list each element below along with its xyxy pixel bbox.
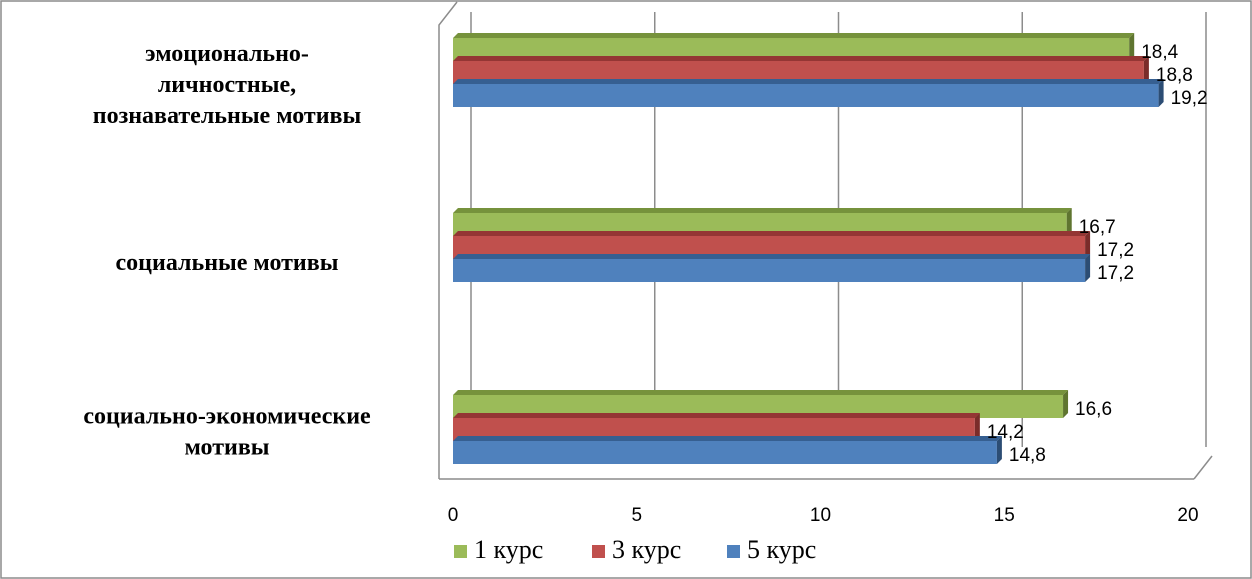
legend-item: 1 курс xyxy=(454,535,543,564)
bar-top-face xyxy=(453,79,1164,84)
bar xyxy=(453,208,1072,236)
legend-label: 1 курс xyxy=(474,535,543,564)
bar-top-face xyxy=(453,413,980,418)
data-label: 14,2 xyxy=(987,422,1024,443)
bar-front-face xyxy=(453,259,1086,282)
legend-label: 5 курс xyxy=(747,535,816,564)
data-label: 18,8 xyxy=(1156,65,1193,86)
data-labels: 16,6 16,7 18,4 14,2 17,2 18,8 14,8 17,2 19,2 xyxy=(987,42,1208,466)
bar-side-face xyxy=(974,413,980,441)
bar-side-face xyxy=(1158,79,1164,107)
side-wall xyxy=(438,1,458,479)
x-tick-label: 0 xyxy=(448,505,459,526)
category-label: мотивы xyxy=(184,435,269,461)
data-label: 19,2 xyxy=(1171,88,1208,109)
bar-front-face xyxy=(453,38,1130,61)
data-label: 14,8 xyxy=(1009,445,1046,466)
bar-front-face xyxy=(453,84,1159,107)
bar-top-face xyxy=(453,208,1072,213)
x-tick-label: 15 xyxy=(994,505,1015,526)
x-tick-label: 5 xyxy=(631,505,642,526)
floor-right-edge xyxy=(1193,455,1213,480)
category-labels: социально-экономические мотивы социальные … xyxy=(83,41,371,461)
plot-walls xyxy=(438,1,1213,480)
bar-front-face xyxy=(453,441,997,464)
bar xyxy=(453,390,1069,418)
legend-swatch xyxy=(592,545,605,558)
bar-front-face xyxy=(453,236,1086,259)
x-tick-label: 10 xyxy=(810,505,831,526)
bar-side-face xyxy=(1066,208,1072,236)
bar xyxy=(453,436,1002,464)
bar-top-face xyxy=(453,254,1091,259)
legend-swatch xyxy=(454,545,467,558)
bar xyxy=(453,56,1149,84)
bar xyxy=(453,413,980,441)
legend-label: 3 курс xyxy=(612,535,681,564)
legend-item: 3 курс xyxy=(592,535,681,564)
bar xyxy=(453,254,1091,282)
bar-side-face xyxy=(1085,231,1091,259)
data-label: 17,2 xyxy=(1097,263,1134,284)
bar-side-face xyxy=(1129,33,1135,61)
legend-item: 5 курс xyxy=(727,535,816,564)
bar-side-face xyxy=(1063,390,1069,418)
bar-top-face xyxy=(453,231,1091,236)
bar-front-face xyxy=(453,395,1064,418)
bar-top-face xyxy=(453,33,1135,38)
bar-top-face xyxy=(453,436,1002,441)
bar-side-face xyxy=(1085,254,1091,282)
category-label: социально-экономические xyxy=(83,404,371,430)
category-label: личностные, xyxy=(158,72,296,98)
bar xyxy=(453,33,1135,61)
data-label: 18,4 xyxy=(1141,42,1178,63)
bar-front-face xyxy=(453,61,1144,84)
bar-front-face xyxy=(453,418,975,441)
bar-side-face xyxy=(1143,56,1149,84)
x-tick-labels: 0 5 10 15 20 xyxy=(448,505,1199,526)
legend: 1 курс 3 курс 5 курс xyxy=(454,535,816,564)
data-label: 17,2 xyxy=(1097,240,1134,261)
bar xyxy=(453,79,1164,107)
category-label: эмоционально- xyxy=(145,41,309,67)
bar-front-face xyxy=(453,213,1067,236)
x-tick-label: 20 xyxy=(1177,505,1198,526)
legend-swatch xyxy=(727,545,740,558)
data-label: 16,7 xyxy=(1079,217,1116,238)
bar-side-face xyxy=(996,436,1002,464)
category-label: социальные мотивы xyxy=(116,250,339,276)
bar xyxy=(453,231,1091,259)
category-label: познавательные мотивы xyxy=(93,103,362,129)
bars xyxy=(453,33,1164,464)
bar-top-face xyxy=(453,390,1069,395)
data-label: 16,6 xyxy=(1075,399,1112,420)
bar-top-face xyxy=(453,56,1149,61)
